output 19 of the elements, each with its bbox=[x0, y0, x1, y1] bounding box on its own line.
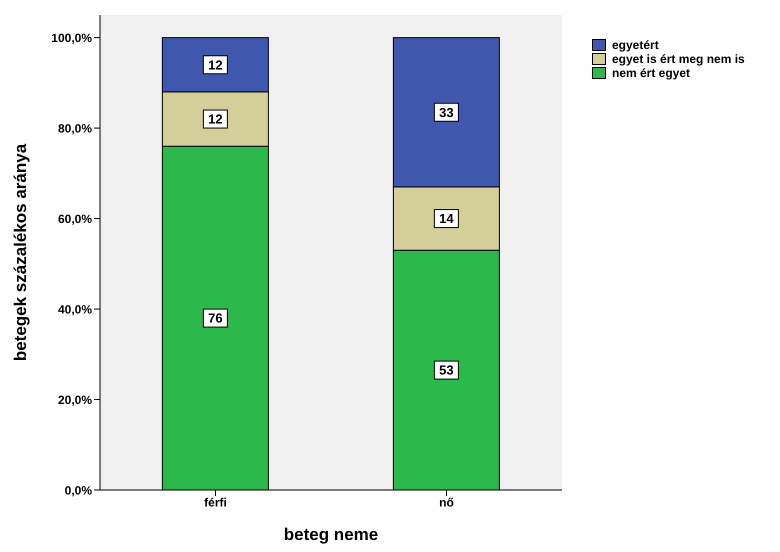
y-tick-label: 60,0% bbox=[58, 212, 92, 226]
x-tick-label: nő bbox=[439, 496, 454, 510]
x-tick-label: férfi bbox=[204, 496, 227, 510]
data-label: 53 bbox=[439, 362, 454, 378]
y-tick-label: 40,0% bbox=[58, 302, 92, 316]
data-label: 33 bbox=[439, 104, 454, 120]
legend-label: egyet is ért meg nem is bbox=[612, 52, 745, 66]
data-label: 12 bbox=[208, 57, 223, 72]
x-axis-title: beteg neme bbox=[284, 525, 378, 544]
y-axis-title: betegek százalékos aránya bbox=[11, 143, 30, 362]
data-label: 12 bbox=[208, 112, 223, 127]
legend-label: egyetért bbox=[612, 38, 659, 52]
data-label: 76 bbox=[208, 310, 223, 326]
data-label: 14 bbox=[439, 211, 454, 226]
legend-label: nem ért egyet bbox=[612, 66, 690, 80]
y-tick-label: 0,0% bbox=[64, 483, 92, 498]
y-tick-label: 80,0% bbox=[58, 121, 92, 136]
y-tick-label: 20,0% bbox=[58, 392, 92, 407]
y-tick-label: 100,0% bbox=[51, 30, 92, 45]
